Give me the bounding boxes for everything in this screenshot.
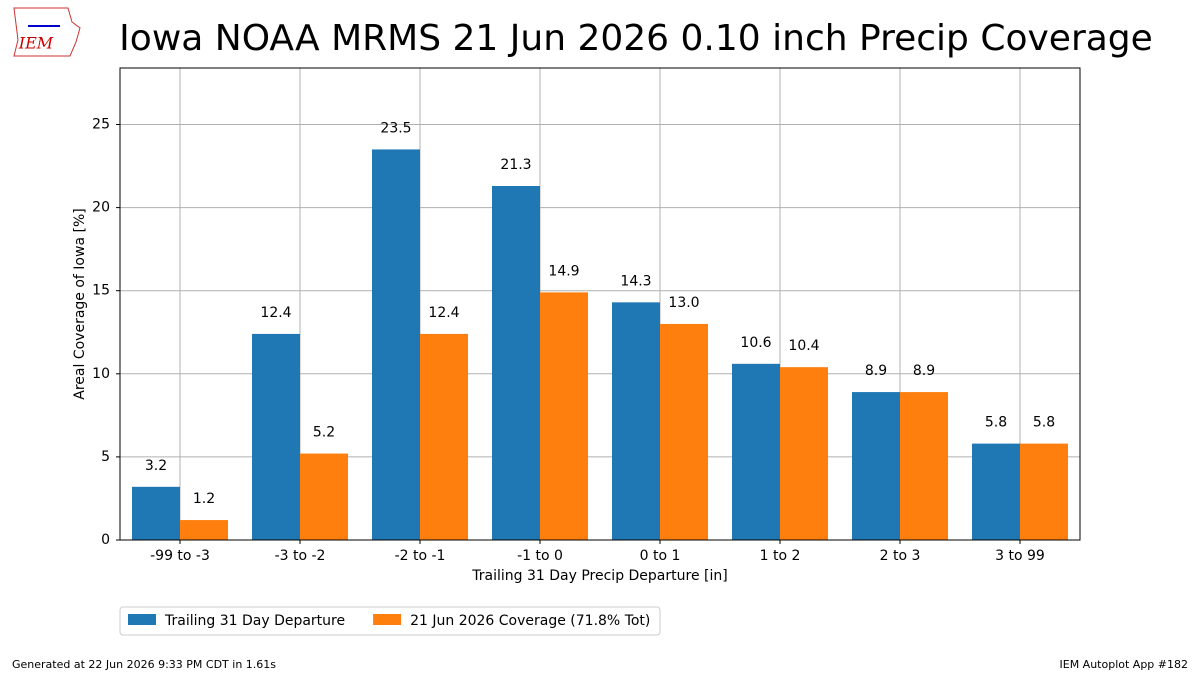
plot-frame: [119, 67, 1081, 541]
legend-label: 21 Jun 2026 Coverage (71.8% Tot): [410, 613, 650, 629]
value-label: 12.4: [260, 305, 291, 321]
value-label: 14.3: [620, 273, 651, 289]
bar: [252, 333, 300, 540]
value-label: 5.8: [1033, 415, 1055, 431]
logo: IEM: [13, 7, 81, 57]
x-tick-label: -99 to -3: [150, 548, 210, 564]
x-tick-label: 3 to 99: [995, 548, 1045, 564]
y-tick-label: 15: [92, 283, 110, 299]
bar: [540, 292, 588, 540]
bar: [492, 186, 540, 540]
x-tick-label: 0 to 1: [640, 548, 681, 564]
y-tick-label: 10: [92, 366, 110, 382]
value-label: 14.9: [548, 263, 579, 279]
logo-outline: [13, 7, 81, 57]
y-tick-label: 25: [92, 117, 110, 133]
value-label: 5.8: [985, 415, 1007, 431]
y-tick-label: 0: [101, 532, 110, 548]
logo-text: IEM: [18, 34, 54, 53]
bar: [900, 392, 948, 540]
bar: [972, 443, 1020, 540]
bar: [780, 367, 828, 540]
bar: [612, 302, 660, 540]
x-tick-label: -2 to -1: [395, 548, 446, 564]
value-label: 12.4: [428, 305, 459, 321]
value-label: 13.0: [668, 295, 699, 311]
x-axis-label: Trailing 31 Day Precip Departure [in]: [471, 568, 727, 584]
value-label: 8.9: [913, 363, 935, 379]
footer-right: IEM Autoplot App #182: [1060, 658, 1189, 671]
value-label: 10.4: [788, 338, 819, 354]
footer-left: Generated at 22 Jun 2026 9:33 PM CDT in …: [12, 658, 276, 671]
value-label: 10.6: [740, 335, 771, 351]
legend-label: Trailing 31 Day Departure: [164, 613, 345, 629]
x-tick-label: 1 to 2: [760, 548, 801, 564]
y-tick-label: 5: [101, 449, 110, 465]
legend: Trailing 31 Day Departure 21 Jun 2026 Cov…: [119, 606, 661, 636]
bar: [132, 486, 180, 540]
y-axis-label: Areal Coverage of Iowa [%]: [72, 208, 88, 399]
value-label: 3.2: [145, 458, 167, 474]
y-tick-label: 20: [92, 200, 110, 216]
value-label: 5.2: [313, 425, 335, 441]
legend-swatch: [128, 614, 156, 625]
value-label: 21.3: [500, 157, 531, 173]
value-label: 23.5: [380, 120, 411, 136]
bar: [180, 520, 228, 540]
value-label: 1.2: [193, 491, 215, 507]
value-label: 8.9: [865, 363, 887, 379]
x-tick-label: -1 to 0: [517, 548, 563, 564]
bar: [300, 453, 348, 540]
x-tick-label: 2 to 3: [880, 548, 921, 564]
bar: [372, 149, 420, 540]
legend-swatch: [373, 614, 402, 625]
bar: [1020, 443, 1068, 540]
chart-title: Iowa NOAA MRMS 21 Jun 2026 0.10 inch Pre…: [119, 18, 1153, 59]
bar: [420, 333, 468, 540]
bar: [852, 392, 900, 540]
bar: [732, 363, 780, 540]
bar: [660, 323, 708, 540]
x-tick-label: -3 to -2: [275, 548, 326, 564]
